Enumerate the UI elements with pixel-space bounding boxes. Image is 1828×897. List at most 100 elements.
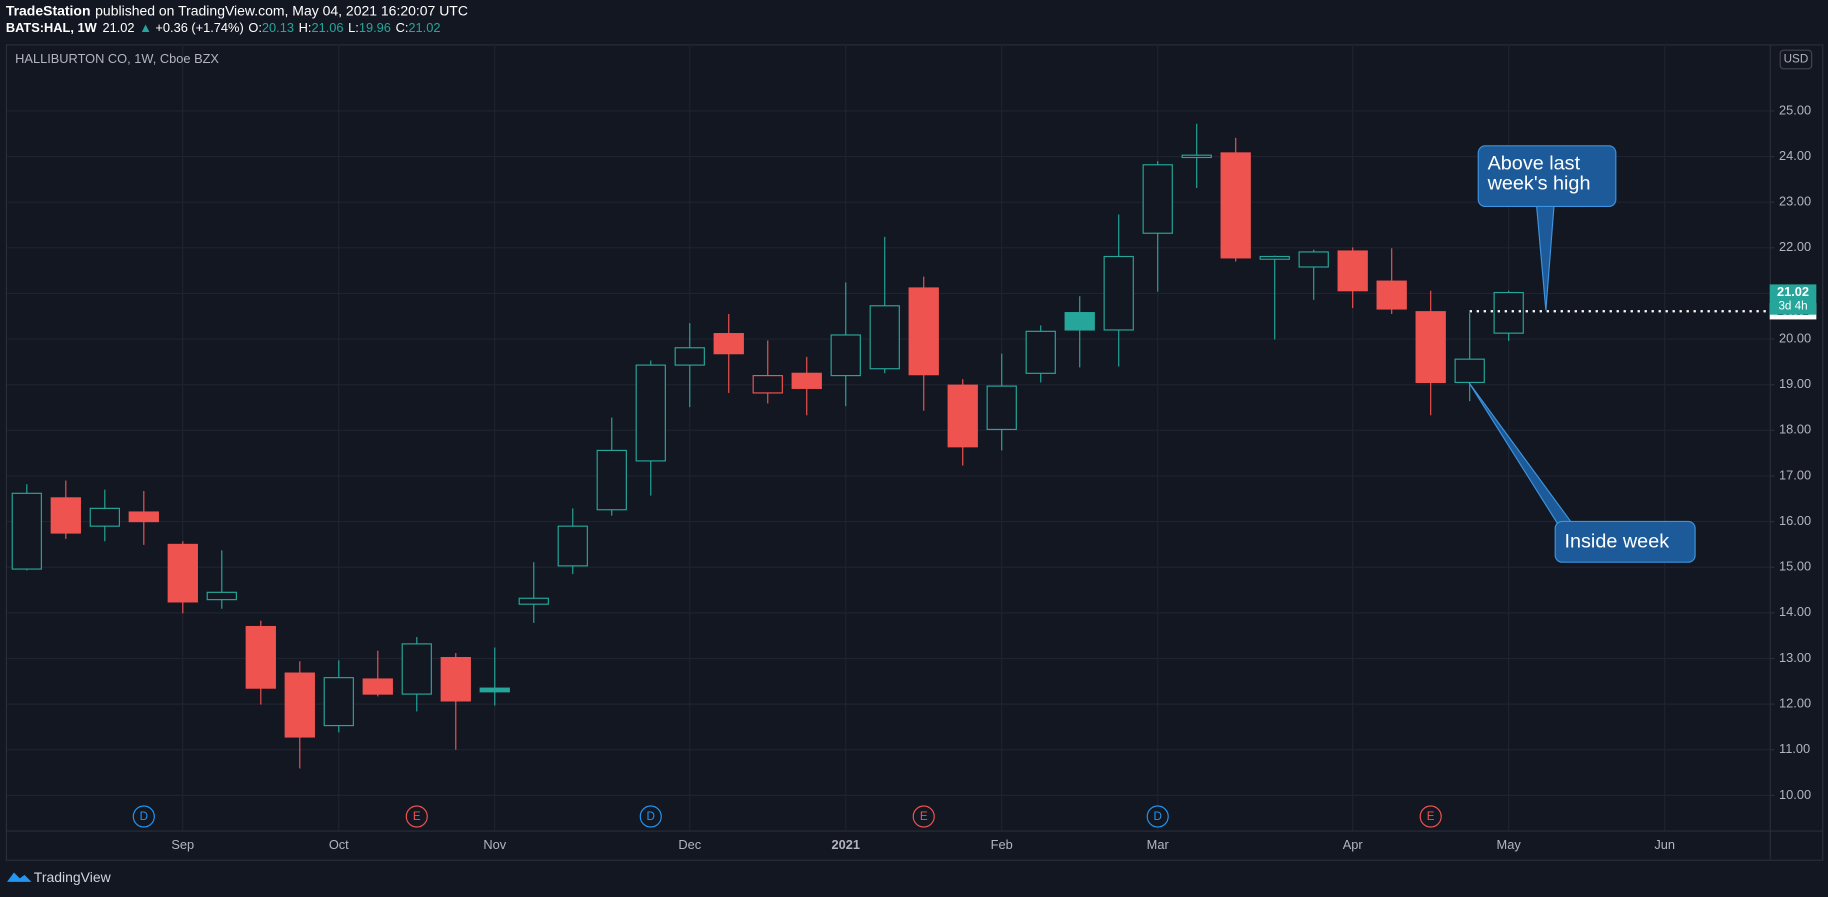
candle-body [713,333,744,355]
candle-body [674,347,705,366]
candle-body [89,507,120,527]
event-marker [1419,805,1442,828]
event-marker [912,805,935,828]
header-line-1: TradeStation published on TradingView.com… [6,2,468,18]
candle-body [1220,152,1251,259]
candle-body [947,384,978,448]
x-tick-label: Feb [991,837,1013,852]
y-tick-label: 13.00 [1779,650,1811,665]
candle-body [11,492,42,570]
change: +0.36 (+1.74%) [155,21,243,36]
candle-body [830,334,861,377]
currency: USD [1784,53,1809,66]
candle-body [401,643,432,695]
x-tick-label: Oct [329,837,349,852]
event-label: E [920,810,928,823]
o-label: O: [248,21,262,36]
annotation-text: Inside week [1565,531,1670,553]
annotation-text: week's high [1487,173,1591,195]
c-value: 21.02 [408,21,440,36]
candle-body [1415,311,1446,384]
event-label: D [1154,810,1162,823]
candle-body [50,497,81,534]
y-tick-label: 20.00 [1779,330,1811,345]
candle-body [986,385,1017,431]
callout-box [1554,520,1696,563]
candle-body [1298,251,1329,268]
candle-body [518,597,549,605]
candle-body [557,525,588,567]
y-tick-label: 22.00 [1779,239,1811,254]
candle-body [128,511,159,523]
x-tick-label: Dec [678,837,701,852]
y-tick-label: 25.00 [1779,102,1811,117]
y-tick-label: 16.00 [1779,513,1811,528]
candle-body [752,375,783,394]
candle-body [869,305,900,370]
candle-body [1259,255,1290,260]
event-label: D [647,810,655,823]
x-tick-label: Nov [483,837,506,852]
event-marker [405,805,428,828]
candle-body [284,672,315,738]
candle-body [1025,330,1056,374]
x-tick-label: 2021 [831,837,860,852]
c-label: C: [396,21,409,36]
candle-body [1454,358,1485,384]
y-tick-label: 12.00 [1779,696,1811,711]
candle-body [206,591,237,601]
event-marker [639,805,662,828]
y-tick-label: 24.00 [1779,148,1811,163]
callout-box [1477,145,1617,208]
event-marker [1146,805,1169,828]
l-label: L: [348,21,359,36]
y-tick-label: 17.00 [1779,467,1811,482]
candle-body [1493,291,1524,334]
y-tick-label: 11.00 [1779,741,1810,756]
candle-body [635,364,666,462]
l-value: 19.96 [359,21,391,36]
candle-body [362,678,393,695]
candle-body [323,677,354,727]
candle-body [1376,280,1407,310]
event-label: E [413,810,421,823]
candle-body [479,687,510,693]
candle-body [1181,154,1212,159]
last-price-bg [1769,284,1817,315]
candle-body [908,287,939,376]
candles [11,123,1524,769]
x-tick-label: Jun [1654,837,1675,852]
y-tick-label: 15.00 [1779,559,1811,574]
y-tick-label: 14.00 [1779,604,1811,619]
legend: HALLIBURTON CO, 1W, Cboe BZX [15,51,219,66]
logo [6,872,32,882]
grid [6,44,1770,831]
x-tick-label: Apr [1343,837,1364,852]
symbol: BATS:HAL, 1W [6,21,98,36]
h-label: H: [299,21,312,36]
candle-body [167,543,198,603]
event-label: D [140,810,148,823]
candle-body [440,656,471,702]
candle-body [1142,164,1173,234]
source: TradeStation [6,2,91,18]
h-value: 21.06 [311,21,343,36]
last-price: 21.02 [1777,284,1809,299]
o-value: 20.13 [262,21,294,36]
event-label: E [1427,810,1435,823]
y-tick-label: 19.00 [1779,376,1811,391]
currency-box [1779,49,1813,70]
y-tick-label: 18.00 [1779,422,1811,437]
x-tick-label: Mar [1147,837,1170,852]
brand: TradingView [34,869,112,885]
y-tick-label: 23.00 [1779,194,1811,209]
event-marker [132,805,155,828]
candle-body [1103,255,1134,331]
candle-body [245,625,276,689]
annotation-text: Above last [1488,153,1581,175]
candle-body [791,372,822,389]
header-line-2: BATS:HAL, 1W 21.02 ▲ +0.36 (+1.74%) O:20.13 H… [6,21,441,36]
candle-body [1064,312,1095,331]
candle-body [596,449,627,511]
